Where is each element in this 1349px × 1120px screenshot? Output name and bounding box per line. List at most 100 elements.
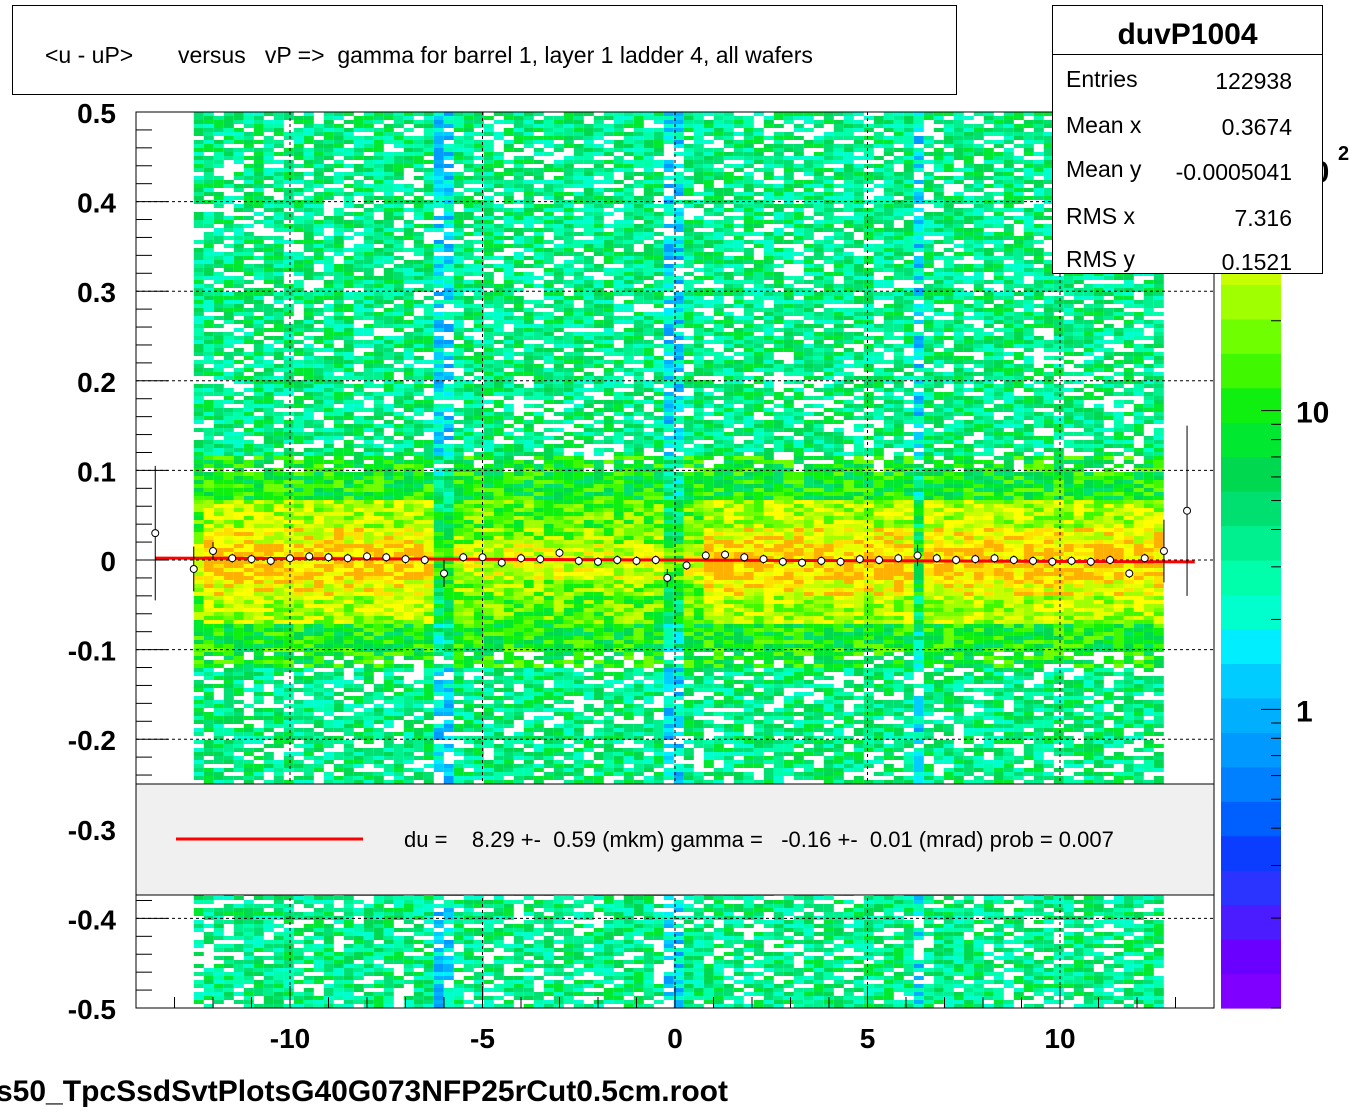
heatmap-cell: [364, 568, 374, 572]
heatmap-cell: [224, 292, 234, 296]
heatmap-cell: [374, 980, 384, 984]
heatmap-cell: [234, 936, 244, 940]
heatmap-cell: [204, 684, 214, 688]
heatmap-cell: [194, 372, 204, 376]
heatmap-cell: [344, 664, 354, 668]
heatmap-cell: [324, 500, 334, 504]
heatmap-cell: [354, 420, 364, 424]
heatmap-cell: [284, 576, 294, 580]
heatmap-cell: [214, 528, 224, 532]
heatmap-cell: [394, 588, 404, 592]
heatmap-cell: [254, 316, 264, 320]
heatmap-cell: [224, 672, 234, 676]
heatmap-cell: [324, 912, 334, 916]
heatmap-cell: [384, 244, 394, 248]
heatmap-cell: [314, 704, 324, 708]
heatmap-cell: [294, 564, 304, 568]
heatmap-cell: [364, 680, 374, 684]
heatmap-cell: [234, 392, 244, 396]
heatmap-cell: [194, 420, 204, 424]
heatmap-cell: [214, 724, 224, 728]
heatmap-cell: [354, 232, 364, 236]
heatmap-cell: [414, 716, 424, 720]
heatmap-cell: [344, 508, 354, 512]
heatmap-cell: [384, 684, 394, 688]
heatmap-cell: [454, 780, 464, 784]
heatmap-cell: [194, 444, 204, 448]
heatmap-cell: [224, 896, 234, 900]
heatmap-cell: [394, 344, 404, 348]
heatmap-cell: [294, 136, 304, 140]
heatmap-cell: [434, 428, 444, 432]
heatmap-cell: [234, 336, 244, 340]
heatmap-cell: [434, 520, 444, 524]
heatmap-cell: [204, 120, 214, 124]
heatmap-cell: [454, 568, 464, 572]
heatmap-cell: [284, 204, 294, 208]
heatmap-cell: [444, 540, 454, 544]
heatmap-cell: [364, 424, 374, 428]
heatmap-cell: [304, 124, 314, 128]
heatmap-cell: [284, 620, 294, 624]
heatmap-cell: [254, 328, 264, 332]
heatmap-cell: [404, 372, 414, 376]
heatmap-cell: [294, 912, 304, 916]
heatmap-cell: [274, 224, 284, 228]
heatmap-cell: [464, 120, 474, 124]
heatmap-cell: [204, 356, 214, 360]
heatmap-cell: [194, 652, 204, 656]
heatmap-cell: [234, 284, 244, 288]
heatmap-cell: [294, 412, 304, 416]
heatmap-cell: [244, 704, 254, 708]
heatmap-cell: [344, 532, 354, 536]
heatmap-cell: [284, 508, 294, 512]
heatmap-cell: [214, 428, 224, 432]
heatmap-cell: [224, 652, 234, 656]
heatmap-cell: [294, 568, 304, 572]
heatmap-cell: [304, 596, 314, 600]
heatmap-cell: [224, 340, 234, 344]
heatmap-cell: [194, 220, 204, 224]
heatmap-cell: [374, 624, 384, 628]
heatmap-cell: [394, 176, 404, 180]
heatmap-cell: [434, 644, 444, 648]
heatmap-cell: [314, 192, 324, 196]
heatmap-cell: [364, 488, 374, 492]
heatmap-cell: [374, 928, 384, 932]
heatmap-cell: [264, 360, 274, 364]
heatmap-cell: [444, 524, 454, 528]
heatmap-cell: [414, 516, 424, 520]
heatmap-cell: [244, 664, 254, 668]
heatmap-cell: [364, 420, 374, 424]
heatmap-cell: [224, 484, 234, 488]
heatmap-cell: [264, 568, 274, 572]
heatmap-cell: [264, 144, 274, 148]
heatmap-cell: [304, 568, 314, 572]
heatmap-cell: [264, 984, 274, 988]
heatmap-cell: [324, 124, 334, 128]
heatmap-cell: [424, 776, 434, 780]
heatmap-cell: [394, 708, 404, 712]
heatmap-cell: [264, 124, 274, 128]
heatmap-cell: [424, 324, 434, 328]
heatmap-cell: [304, 360, 314, 364]
heatmap-cell: [204, 604, 214, 608]
heatmap-cell: [304, 712, 314, 716]
heatmap-cell: [284, 960, 294, 964]
heatmap-cell: [304, 896, 314, 900]
heatmap-cell: [434, 508, 444, 512]
heatmap-cell: [454, 752, 464, 756]
heatmap-cell: [324, 392, 334, 396]
heatmap-cell: [374, 164, 384, 168]
heatmap-cell: [194, 328, 204, 332]
heatmap-cell: [424, 264, 434, 268]
heatmap-cell: [344, 412, 354, 416]
heatmap-cell: [314, 932, 324, 936]
heatmap-cell: [404, 224, 414, 228]
heatmap-cell: [234, 120, 244, 124]
heatmap-cell: [264, 408, 274, 412]
heatmap-cell: [234, 720, 244, 724]
heatmap-cell: [194, 500, 204, 504]
heatmap-cell: [414, 608, 424, 612]
heatmap-cell: [374, 604, 384, 608]
